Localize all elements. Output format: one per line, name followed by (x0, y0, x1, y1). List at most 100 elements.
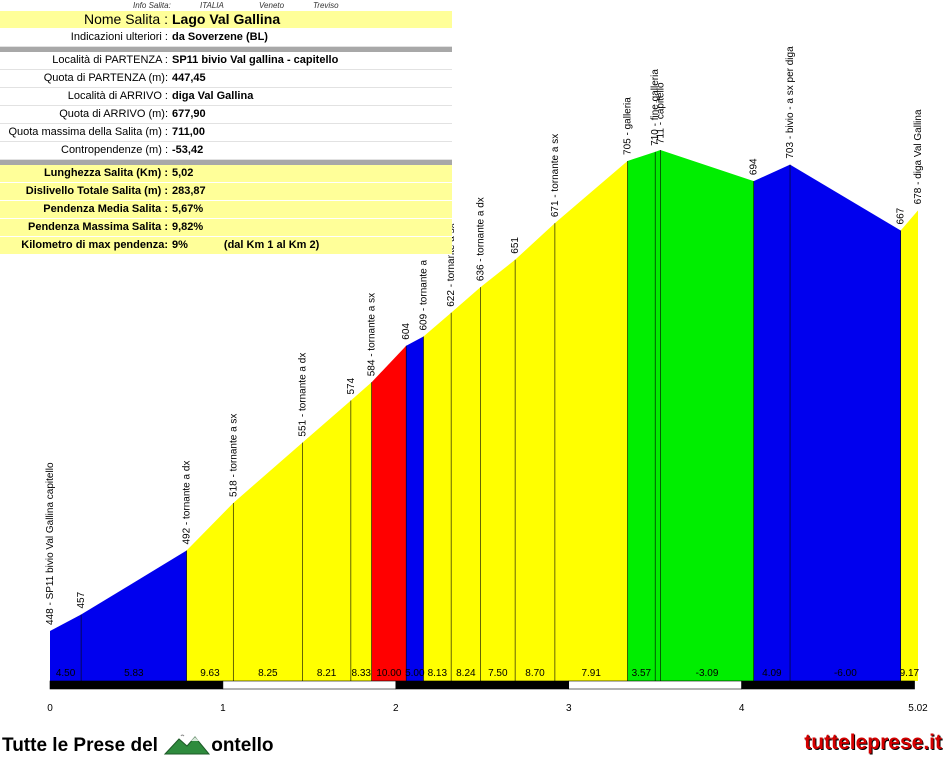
info-label: Quota di ARRIVO (m): (59, 108, 168, 120)
info-separator (0, 160, 452, 165)
point-label: 492 - tornante a dx (182, 461, 193, 545)
info-label: Località di PARTENZA : (52, 54, 168, 66)
profile-segment (480, 259, 516, 681)
slope-label: -3.09 (696, 668, 719, 679)
brand-text-1: Tutte le Prese del (2, 735, 158, 756)
slope-label: 10.00 (376, 668, 401, 679)
summary-row: Pendenza Media Salita : 5,67% (0, 201, 452, 219)
km-axis (49, 680, 915, 690)
point-label: 671 - tornante a sx (550, 134, 561, 217)
site-url[interactable]: tutteleprese.it (804, 731, 942, 754)
slope-label: 9.17 (900, 668, 920, 679)
km-tick-label: 5.02 (908, 703, 928, 714)
info-row: Quota di PARTENZA (m): 447,45 (0, 70, 452, 88)
info-row-title: Nome Salita : Lago Val Gallina (0, 11, 452, 29)
slope-labels: 4.50 5.83 9.63 8.25 8.21 8.33 10.00 5.00 8.13 8.2… (56, 668, 920, 679)
info-row-directions: Indicazioni ulteriori : da Soverzene (BL… (0, 29, 452, 47)
profile-segment (451, 287, 481, 681)
info-label: Indicazioni ulteriori : (70, 31, 168, 43)
slope-label: 4.50 (56, 668, 76, 679)
km-tick-labels: 0 1 2 3 4 5.02 (47, 703, 928, 714)
profile-segment (515, 223, 555, 682)
summary-row: Kilometro di max pendenza: 9% (dal Km 1 a… (0, 237, 452, 255)
point-label: 678 - diga Val Gallina (913, 109, 924, 204)
slope-label: 3.57 (632, 668, 652, 679)
info-header: Info Salita: ITALIA Veneto Treviso (0, 0, 452, 11)
info-label: Contropendenze (m) : (61, 144, 168, 156)
point-label: 710 - fine galleria (650, 69, 661, 146)
climb-info-table: Info Salita: ITALIA Veneto Treviso Nome … (0, 0, 452, 255)
slope-label: 8.70 (525, 668, 545, 679)
slope-label: 8.24 (456, 668, 476, 679)
point-label: 518 - tornante a sx (228, 414, 239, 497)
profile-segment (627, 151, 656, 681)
info-label: Quota massima della Salita (m) : (8, 126, 168, 138)
info-row: Contropendenze (m) : -53,42 (0, 142, 452, 160)
segment-divider-lines (80, 150, 902, 681)
point-label: 574 (346, 377, 357, 394)
info-label: Nome Salita : (83, 11, 168, 27)
point-labels: 448 - SP11 bivio Val Gallina capitello 45… (45, 46, 924, 625)
profile-segment (790, 164, 901, 682)
profile-segment (900, 210, 918, 681)
point-label: 457 (76, 591, 87, 608)
point-label: 651 (510, 237, 521, 254)
point-label: 705 - galleria (623, 97, 634, 155)
point-label: 609 - tornante a (418, 260, 429, 331)
slope-label: 8.25 (258, 668, 278, 679)
slope-label: 8.13 (428, 668, 448, 679)
slope-label: -6.00 (834, 668, 857, 679)
slope-label: 5.00 (405, 668, 425, 679)
summary-value: 9% (dal Km 1 al Km 2) (172, 237, 452, 254)
profile-segment (81, 550, 187, 681)
point-label: 703 - bivio - a sx per diga (785, 46, 796, 159)
slope-label: 8.21 (317, 668, 337, 679)
slope-label: 9.63 (200, 668, 220, 679)
km-tick-label: 0 (47, 703, 53, 714)
info-value: diga Val Gallina (172, 90, 254, 102)
summary-value: 283,87 (172, 185, 206, 197)
km-scale-bar (741, 680, 915, 690)
profile-segment (554, 160, 628, 681)
profile-segment (186, 502, 234, 681)
profile-segment (753, 164, 791, 682)
info-separator (0, 47, 452, 52)
info-value: da Soverzene (BL) (172, 31, 268, 43)
point-label: 448 - SP11 bivio Val Gallina capitello (45, 462, 56, 625)
km-scale-bar (395, 680, 570, 690)
point-label: 584 - tornante a sx (367, 293, 378, 376)
info-value: 677,90 (172, 108, 206, 120)
info-value: -53,42 (172, 144, 204, 156)
summary-label: Pendenza Media Salita : (43, 203, 168, 215)
slope-label: 8.33 (352, 668, 372, 679)
point-label: 667 (896, 207, 907, 224)
summary-value: 9,82% (172, 221, 204, 233)
info-row: Quota di ARRIVO (m): 677,90 (0, 106, 452, 124)
info-header-region: Veneto (259, 1, 285, 10)
climb-name: Lago Val Gallina (172, 11, 281, 27)
point-label: 711 - capitello (655, 82, 666, 144)
summary-label: Kilometro di max pendenza: (21, 239, 168, 251)
point-label: 694 (749, 158, 760, 175)
profile-segment (371, 345, 407, 681)
km-tick-label: 3 (566, 703, 572, 714)
slope-label: 7.50 (488, 668, 508, 679)
slope-label: 4.09 (762, 668, 782, 679)
info-header-province: Treviso (313, 1, 339, 10)
info-label: Località di ARRIVO : (67, 90, 168, 102)
brand-logo: Tutte le Prese del ontello (2, 733, 274, 757)
slope-label: 7.91 (581, 668, 601, 679)
profile-segment (50, 614, 82, 681)
profile-segment (350, 382, 372, 681)
summary-value: 5,67% (172, 203, 204, 215)
km-tick-label: 2 (393, 703, 399, 714)
info-label: Quota di PARTENZA (m): (43, 72, 168, 84)
slope-label: 5.83 (124, 668, 144, 679)
point-label: 636 - tornante a dx (476, 197, 487, 281)
profile-segment (406, 336, 424, 681)
info-header-label: Info Salita: (133, 1, 171, 10)
profile-segments (50, 150, 918, 682)
km-tick-label: 1 (220, 703, 226, 714)
summary-value: 5,02 (172, 167, 194, 179)
